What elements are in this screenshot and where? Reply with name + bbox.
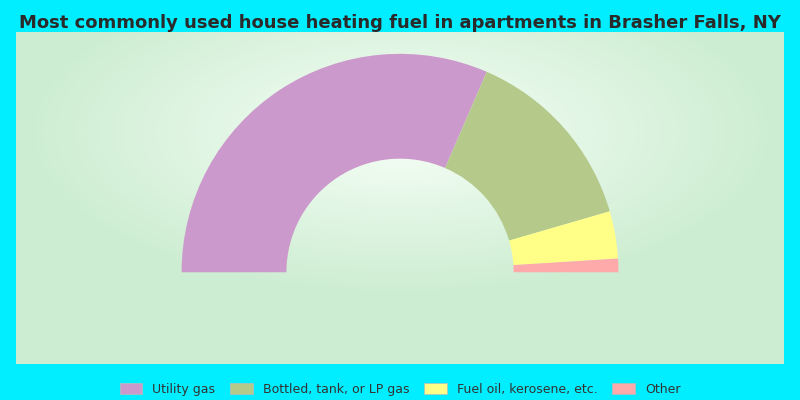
Wedge shape: [182, 54, 486, 272]
Legend: Utility gas, Bottled, tank, or LP gas, Fuel oil, kerosene, etc., Other: Utility gas, Bottled, tank, or LP gas, F…: [114, 378, 686, 400]
Wedge shape: [445, 72, 610, 240]
Wedge shape: [509, 211, 618, 265]
Text: Most commonly used house heating fuel in apartments in Brasher Falls, NY: Most commonly used house heating fuel in…: [19, 14, 781, 32]
Wedge shape: [514, 258, 618, 272]
